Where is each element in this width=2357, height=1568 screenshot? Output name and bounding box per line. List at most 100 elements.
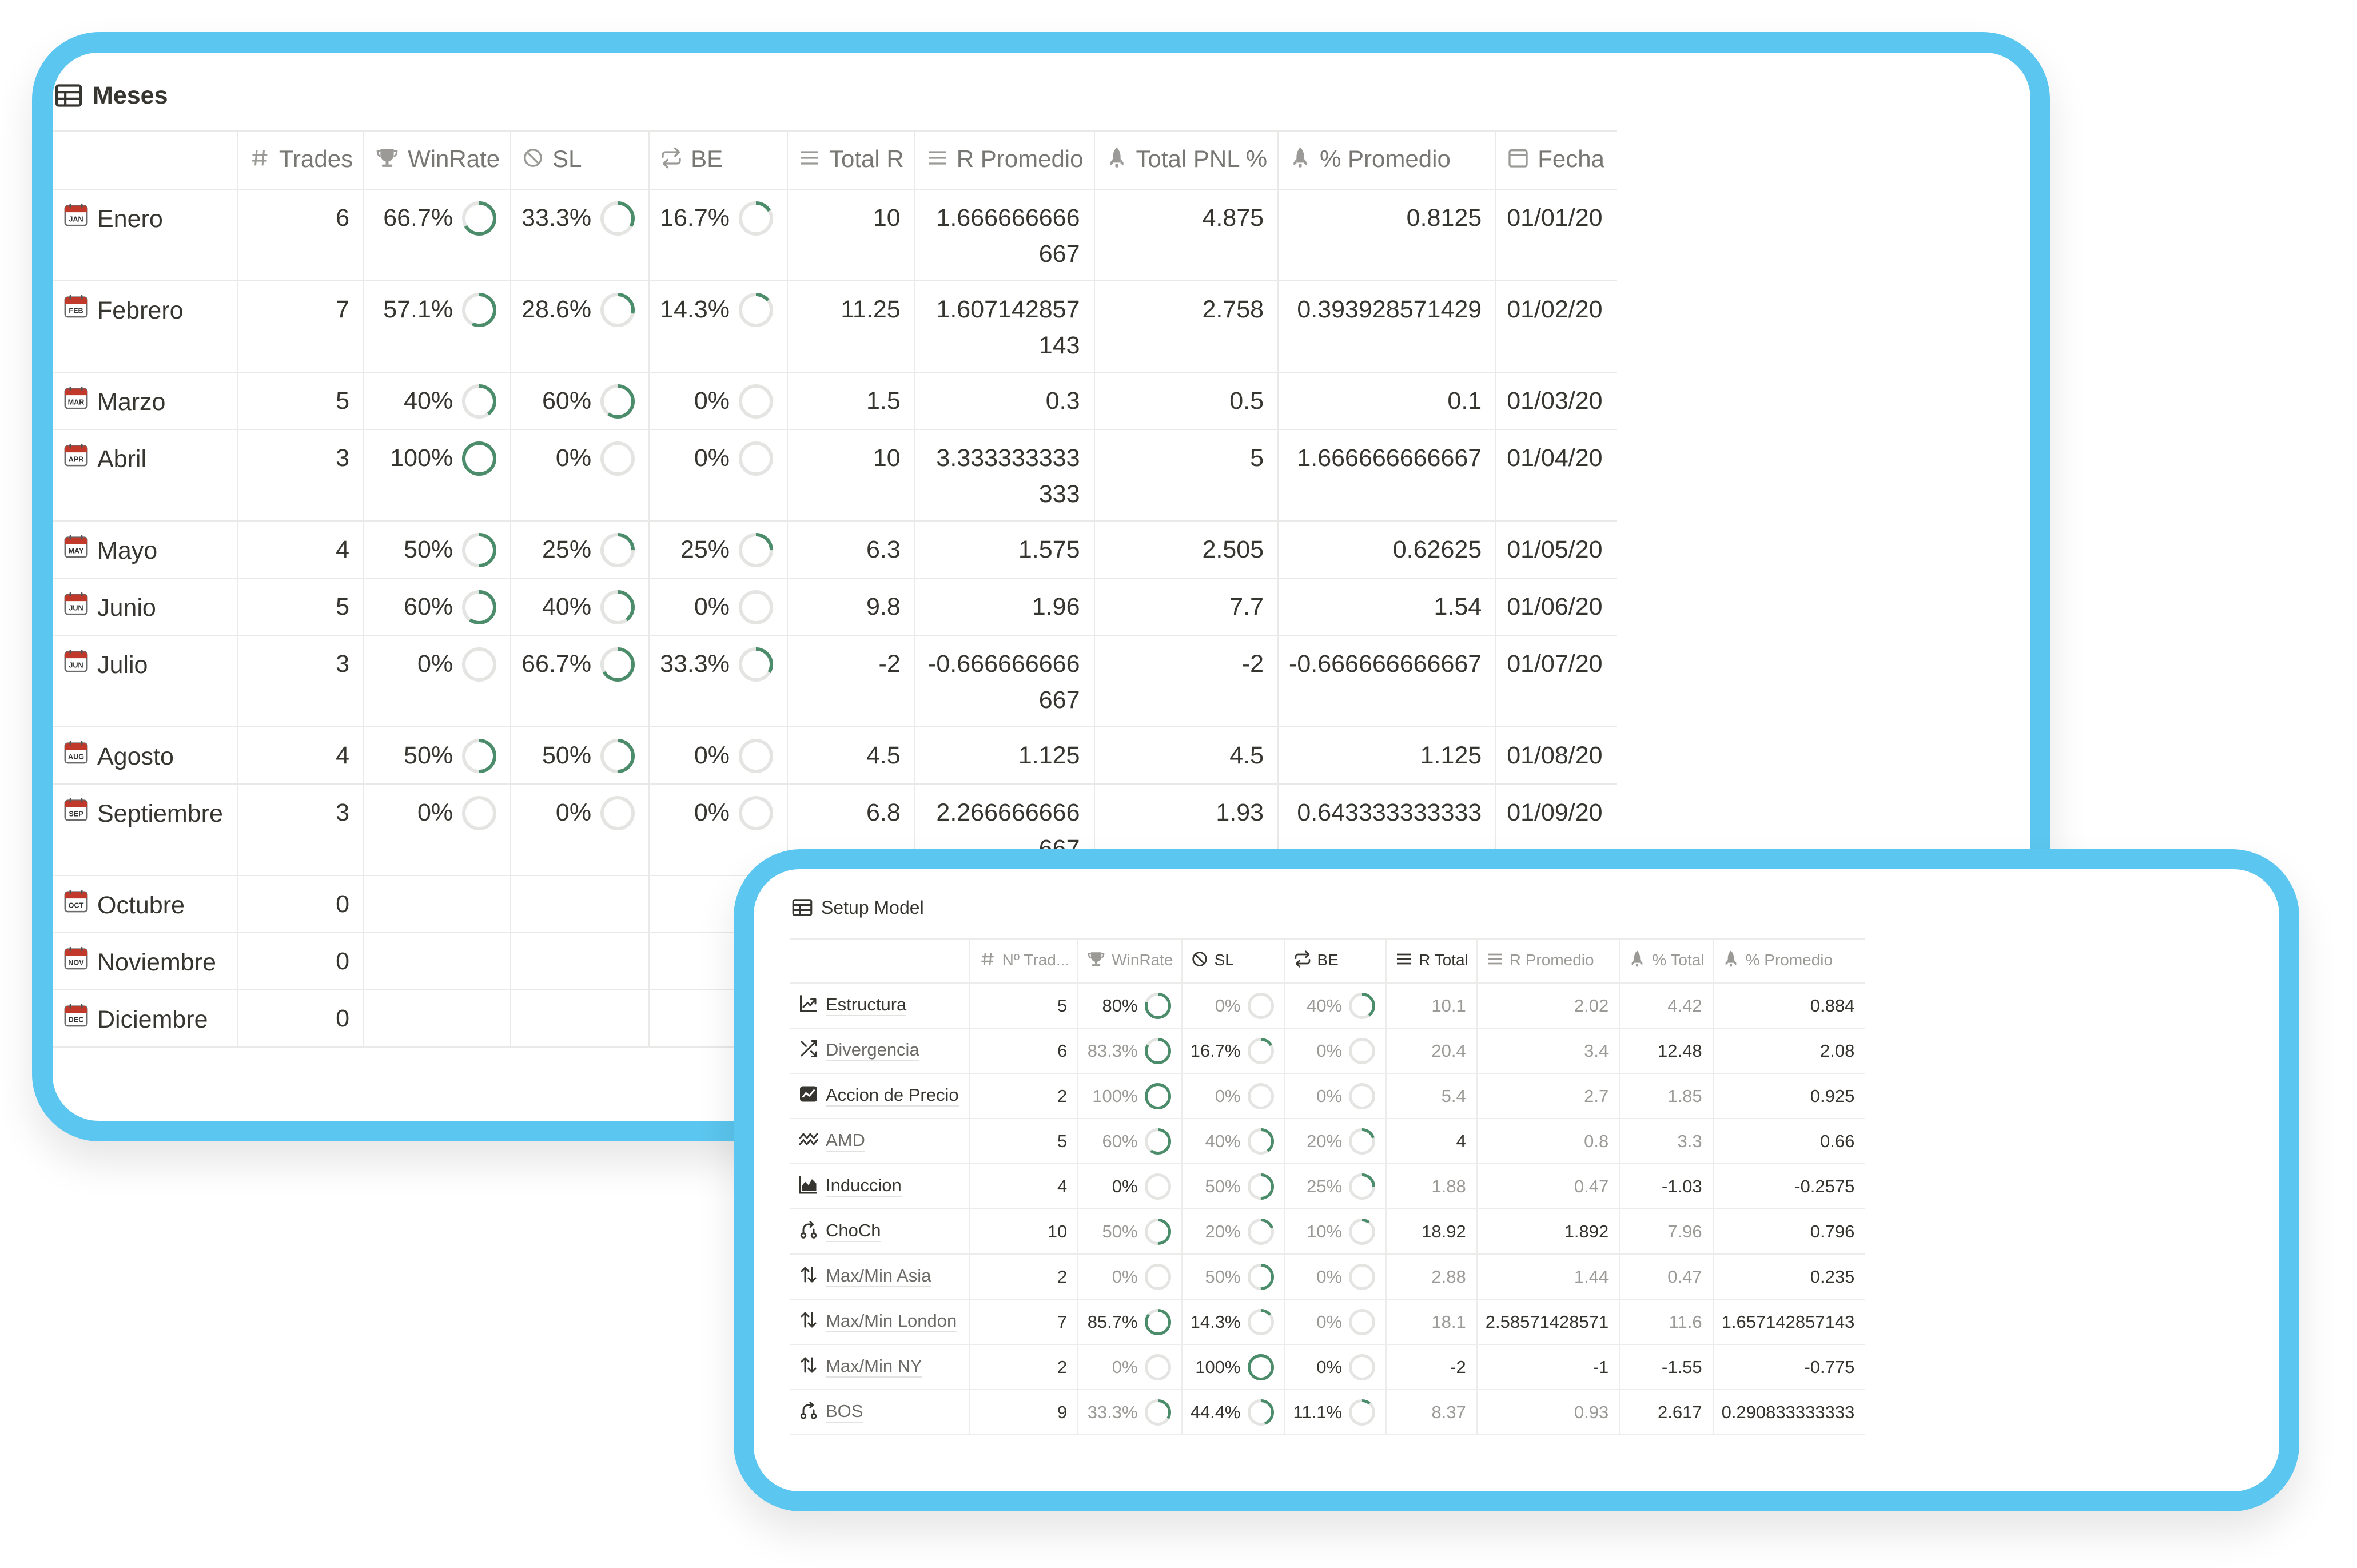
month-name-cell[interactable]: SEP Septiembre <box>53 784 237 876</box>
winrate-cell[interactable]: 100% <box>1077 1073 1182 1119</box>
r-total-cell[interactable]: 18.1 <box>1385 1299 1477 1345</box>
pct-promedio-cell[interactable]: -0.2575 <box>1712 1164 1865 1209</box>
r-total-cell[interactable]: -2 <box>1385 1344 1477 1390</box>
be-cell[interactable]: 25% <box>1284 1164 1387 1209</box>
be-cell[interactable]: 0% <box>648 429 788 522</box>
r-promedio-cell[interactable]: 3.4 <box>1476 1028 1620 1074</box>
pct-total-cell[interactable]: 4.42 <box>1619 983 1713 1029</box>
pct-promedio-cell[interactable]: 2.08 <box>1712 1028 1865 1074</box>
table-row[interactable]: Max/Min Asia 2 0% 50% 0% 2.88 1.44 0.47 0.235 <box>790 1254 1865 1300</box>
trades-cell[interactable]: 10 <box>969 1209 1078 1255</box>
total-r-cell[interactable]: 1.5 <box>787 372 915 430</box>
column-header-pct-promedio[interactable]: % Promedio <box>1712 938 1865 984</box>
sl-cell[interactable]: 100% <box>1181 1344 1285 1390</box>
column-header-r-total[interactable]: R Total <box>1385 938 1477 984</box>
total-pnl-cell[interactable]: -2 <box>1093 635 1279 727</box>
sl-cell[interactable] <box>510 990 650 1048</box>
r-total-cell[interactable]: 10.1 <box>1385 983 1477 1029</box>
total-r-cell[interactable]: 4.5 <box>787 727 915 785</box>
fecha-cell[interactable]: 01/03/20 <box>1495 372 1617 430</box>
setup-name-cell[interactable]: ChoCh <box>790 1209 970 1255</box>
month-name-cell[interactable]: JUN Junio <box>53 578 237 636</box>
sl-cell[interactable]: 0% <box>1181 1073 1285 1119</box>
trades-cell[interactable]: 0 <box>236 875 364 933</box>
column-header-pct-total[interactable]: % Total <box>1619 938 1713 984</box>
winrate-cell[interactable]: 0% <box>1077 1344 1182 1390</box>
trades-cell[interactable]: 3 <box>236 635 364 727</box>
table-row[interactable]: APR Abril 3 100% 0% 0% 10 3.333333333333 5 1.6666… <box>53 429 1617 522</box>
trades-cell[interactable]: 0 <box>236 933 364 990</box>
sl-cell[interactable]: 50% <box>1181 1254 1285 1300</box>
table-row[interactable]: Estructura 5 80% 0% 40% 10.1 2.02 4.42 0.884 <box>790 983 1865 1029</box>
setup-name-cell[interactable]: Max/Min London <box>790 1299 970 1345</box>
trades-cell[interactable]: 4 <box>969 1164 1078 1209</box>
r-promedio-cell[interactable]: 1.44 <box>1476 1254 1620 1300</box>
winrate-cell[interactable]: 40% <box>363 372 511 430</box>
total-pnl-cell[interactable]: 4.875 <box>1093 189 1279 281</box>
winrate-cell[interactable]: 60% <box>1077 1119 1182 1164</box>
winrate-cell[interactable]: 85.7% <box>1077 1299 1182 1345</box>
column-header-fecha[interactable]: Fecha <box>1495 130 1617 190</box>
table-row[interactable]: AMD 5 60% 40% 20% 4 0.8 3.3 0.66 <box>790 1119 1865 1164</box>
be-cell[interactable]: 14.3% <box>648 281 788 373</box>
pct-total-cell[interactable]: 3.3 <box>1619 1119 1713 1164</box>
pct-total-cell[interactable]: 1.85 <box>1619 1073 1713 1119</box>
sl-cell[interactable]: 25% <box>510 521 650 579</box>
table-row[interactable]: FEB Febrero 7 57.1% 28.6% 14.3% 11.25 1.6071428… <box>53 281 1617 373</box>
total-pnl-cell[interactable]: 2.758 <box>1093 281 1279 373</box>
be-cell[interactable]: 40% <box>1284 983 1387 1029</box>
be-cell[interactable]: 0% <box>1284 1299 1387 1345</box>
pct-promedio-cell[interactable]: -0.775 <box>1712 1344 1865 1390</box>
be-cell[interactable]: 33.3% <box>648 635 788 727</box>
r-promedio-cell[interactable]: 2.7 <box>1476 1073 1620 1119</box>
table-row[interactable]: Induccion 4 0% 50% 25% 1.88 0.47 -1.03 -0.2575 <box>790 1164 1865 1209</box>
winrate-cell[interactable]: 50% <box>363 521 511 579</box>
pct-total-cell[interactable]: 7.96 <box>1619 1209 1713 1255</box>
pct-promedio-cell[interactable]: 0.290833333333 <box>1712 1390 1865 1435</box>
r-total-cell[interactable]: 4 <box>1385 1119 1477 1164</box>
r-promedio-cell[interactable]: 1.666666666667 <box>914 189 1094 281</box>
sl-cell[interactable]: 28.6% <box>510 281 650 373</box>
r-promedio-cell[interactable]: 0.8 <box>1476 1119 1620 1164</box>
winrate-cell[interactable]: 66.7% <box>363 189 511 281</box>
r-total-cell[interactable]: 18.92 <box>1385 1209 1477 1255</box>
month-name-cell[interactable]: JUN Julio <box>53 635 237 727</box>
pct-total-cell[interactable]: 12.48 <box>1619 1028 1713 1074</box>
pct-total-cell[interactable]: -1.55 <box>1619 1344 1713 1390</box>
column-header-total-pnl[interactable]: Total PNL % <box>1093 130 1279 190</box>
total-pnl-cell[interactable]: 7.7 <box>1093 578 1279 636</box>
winrate-cell[interactable]: 100% <box>363 429 511 522</box>
trades-cell[interactable]: 0 <box>236 990 364 1048</box>
trades-cell[interactable]: 6 <box>236 189 364 281</box>
trades-cell[interactable]: 3 <box>236 784 364 876</box>
setup-name-cell[interactable]: Max/Min NY <box>790 1344 970 1390</box>
fecha-cell[interactable]: 01/01/20 <box>1495 189 1617 281</box>
sl-cell[interactable]: 40% <box>1181 1119 1285 1164</box>
winrate-cell[interactable]: 50% <box>363 727 511 785</box>
total-pnl-cell[interactable]: 5 <box>1093 429 1279 522</box>
r-promedio-cell[interactable]: 0.3 <box>914 372 1094 430</box>
sl-cell[interactable] <box>510 875 650 933</box>
fecha-cell[interactable]: 01/05/20 <box>1495 521 1617 579</box>
r-promedio-cell[interactable]: 2.02 <box>1476 983 1620 1029</box>
be-cell[interactable]: 0% <box>1284 1073 1387 1119</box>
total-pnl-cell[interactable]: 0.5 <box>1093 372 1279 430</box>
pct-promedio-cell[interactable]: 0.884 <box>1712 983 1865 1029</box>
r-promedio-cell[interactable]: 0.93 <box>1476 1390 1620 1435</box>
month-name-cell[interactable]: DEC Diciembre <box>53 990 237 1048</box>
trades-cell[interactable]: 6 <box>969 1028 1078 1074</box>
trades-cell[interactable]: 5 <box>236 372 364 430</box>
table-row[interactable]: BOS 9 33.3% 44.4% 11.1% 8.37 0.93 2.617 0.290833… <box>790 1390 1865 1435</box>
be-cell[interactable]: 25% <box>648 521 788 579</box>
be-cell[interactable]: 20% <box>1284 1119 1387 1164</box>
pct-promedio-cell[interactable]: 1.666666666667 <box>1277 429 1496 522</box>
be-cell[interactable]: 10% <box>1284 1209 1387 1255</box>
be-cell[interactable]: 0% <box>648 578 788 636</box>
column-header-name[interactable] <box>790 938 970 984</box>
winrate-cell[interactable]: 60% <box>363 578 511 636</box>
column-header-be[interactable]: BE <box>1284 938 1387 984</box>
sl-cell[interactable]: 16.7% <box>1181 1028 1285 1074</box>
sl-cell[interactable]: 50% <box>1181 1164 1285 1209</box>
winrate-cell[interactable] <box>363 990 511 1048</box>
r-promedio-cell[interactable]: 1.575 <box>914 521 1094 579</box>
